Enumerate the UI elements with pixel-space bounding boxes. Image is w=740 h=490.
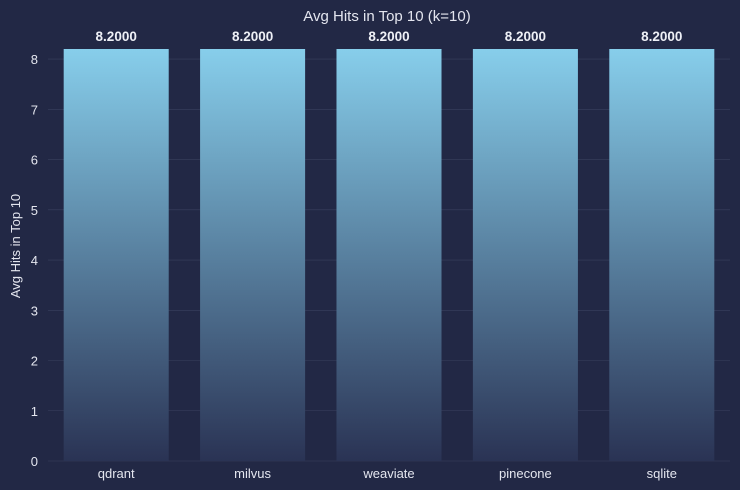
bar-milvus: [200, 49, 306, 461]
y-tick-label: 7: [31, 102, 38, 117]
y-tick-label: 8: [31, 52, 38, 67]
bars: [63, 49, 715, 461]
y-ticks: 0 1 2 3 4 5 6 7 8: [31, 52, 38, 469]
x-tick-label: sqlite: [647, 466, 677, 481]
bar-sqlite: [609, 49, 715, 461]
x-tick-label: qdrant: [98, 466, 135, 481]
y-tick-label: 2: [31, 354, 38, 369]
y-axis-label: Avg Hits in Top 10: [8, 194, 23, 298]
bar-qdrant: [63, 49, 169, 461]
data-label: 8.2000: [368, 29, 409, 44]
x-tick-label: weaviate: [362, 466, 414, 481]
y-tick-label: 5: [31, 203, 38, 218]
bar-weaviate: [336, 49, 442, 461]
y-tick-label: 1: [31, 404, 38, 419]
chart-title: Avg Hits in Top 10 (k=10): [303, 8, 470, 25]
y-tick-label: 4: [31, 253, 38, 268]
data-label: 8.2000: [505, 29, 546, 44]
y-tick-label: 6: [31, 153, 38, 168]
y-tick-label: 0: [31, 454, 38, 469]
bar-pinecone: [472, 49, 578, 461]
data-label: 8.2000: [232, 29, 273, 44]
y-tick-label: 3: [31, 303, 38, 318]
data-label: 8.2000: [641, 29, 682, 44]
data-label: 8.2000: [96, 29, 137, 44]
x-ticks: qdrant milvus weaviate pinecone sqlite: [98, 466, 677, 481]
x-tick-label: milvus: [234, 466, 271, 481]
x-tick-label: pinecone: [499, 466, 552, 481]
data-labels: 8.2000 8.2000 8.2000 8.2000 8.2000: [96, 29, 683, 44]
